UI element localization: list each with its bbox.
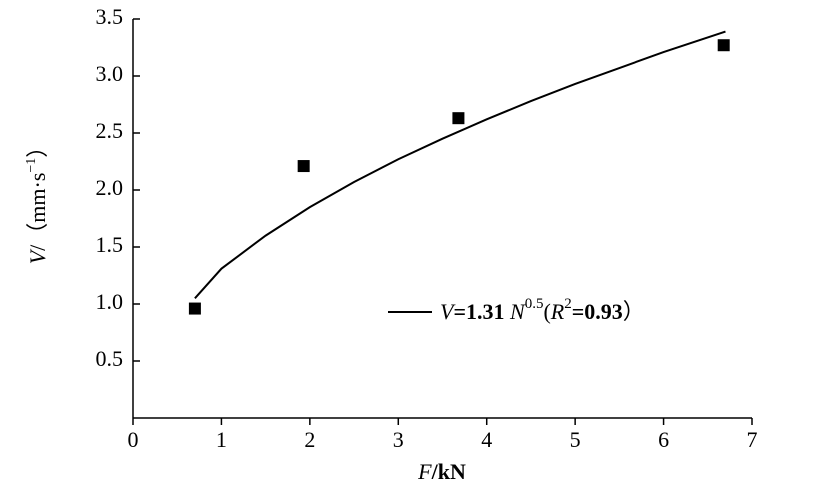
x-tick-label: 2 [304,427,315,452]
x-tick-label: 1 [216,427,227,452]
legend-part: R [550,299,565,324]
y-label-unit: /（mm·s [25,173,50,251]
legend-part: ( [543,299,550,324]
y-tick-label: 2.5 [96,118,124,143]
y-axis-label: V/（mm·s−1） [24,136,50,265]
x-tick-label: 7 [747,427,758,452]
data-point [297,160,310,173]
legend-part: =0.93 [572,299,623,324]
data-point [188,302,201,315]
x-label-unit: /kN [431,459,466,484]
x-tick-label: 4 [481,427,492,452]
legend-part: 0.5 [525,296,544,312]
x-axis-label: F/kN [417,459,466,484]
y-tick-label: 0.5 [96,346,124,371]
data-point [717,39,730,52]
legend-label: V=1.31 N0.5(R2=0.93） [440,296,645,324]
x-tick-label: 5 [570,427,581,452]
x-tick-label: 0 [128,427,139,452]
legend-part: N [509,299,526,324]
y-tick-label: 1.0 [96,289,124,314]
legend-part: 2 [564,296,572,312]
x-tick-label: 6 [658,427,669,452]
y-label-close: ） [25,136,50,158]
legend-part: =1.31 [453,299,510,324]
y-label-var: V [25,248,50,264]
y-tick-label: 3.5 [96,4,124,29]
x-tick-label: 3 [393,427,404,452]
legend-part: ） [623,299,645,324]
y-tick-label: 2.0 [96,175,124,200]
y-label-sup: −1 [24,158,39,173]
data-point [452,112,465,125]
y-tick-label: 1.5 [96,232,124,257]
x-label-var: F [417,459,432,484]
legend-part: V [440,299,456,324]
fit-curve [194,30,726,299]
y-tick-label: 3.0 [96,61,124,86]
